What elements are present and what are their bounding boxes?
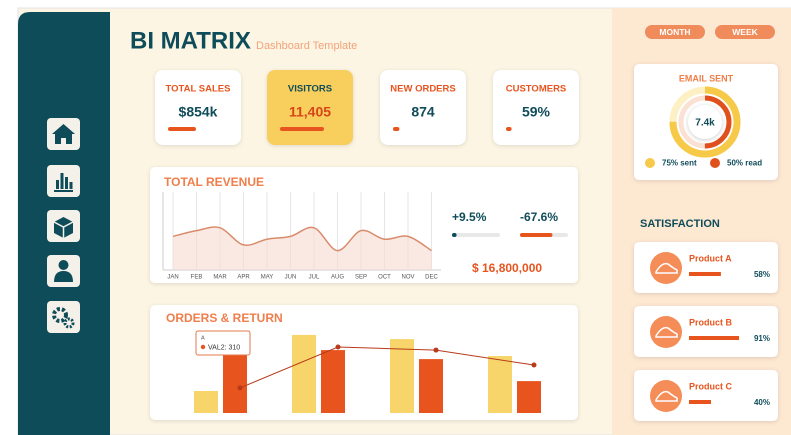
product-value: 91% xyxy=(754,334,770,343)
donut-center-label: 7.4k xyxy=(695,118,715,129)
tooltip xyxy=(195,330,251,356)
dynamic-layer: TOTAL SALES $854k VISITORS 11,405 NEW ORDERS… xyxy=(155,25,778,421)
product-bar xyxy=(689,400,711,404)
panel-title: ORDERS & RETURN xyxy=(166,311,283,325)
x-tick-label: JUL xyxy=(309,275,320,281)
product-name: Product A xyxy=(689,253,732,263)
legend-label: 50% read xyxy=(727,159,762,168)
growth-bar xyxy=(520,233,553,237)
growth-label: +9.5% xyxy=(452,210,487,224)
x-tick-label: AUG xyxy=(331,275,344,281)
user-icon-head xyxy=(58,260,69,270)
toggle-label: MONTH xyxy=(659,27,690,37)
kpi-progress xyxy=(393,127,400,131)
product-icon xyxy=(650,252,682,284)
gear-icon-small xyxy=(63,317,75,329)
legend-dot xyxy=(710,158,720,168)
product-icon xyxy=(650,316,682,348)
kpi-card xyxy=(155,70,241,145)
product-name: Product B xyxy=(689,317,733,327)
x-tick-label: APR xyxy=(237,275,250,281)
x-tick-label: DEC xyxy=(425,275,438,281)
toggle-button[interactable] xyxy=(715,25,775,39)
trend-line xyxy=(239,346,535,389)
bar xyxy=(292,334,316,413)
trend-point xyxy=(335,344,341,350)
bar xyxy=(390,339,414,413)
bar xyxy=(223,344,247,413)
kpi-value: 59% xyxy=(522,104,551,120)
x-tick-label: MAR xyxy=(213,275,227,281)
legend-label: 75% sent xyxy=(662,159,697,168)
trend-point xyxy=(237,385,243,391)
orders-panel xyxy=(150,305,578,420)
sidebar-icons xyxy=(47,118,80,333)
product-name: Product C xyxy=(689,381,733,391)
product-icon xyxy=(650,380,682,412)
title: BI MATRIX xyxy=(130,27,251,54)
bar xyxy=(419,359,443,413)
x-tick-label: OCT xyxy=(378,275,391,281)
legend-dot xyxy=(645,158,655,168)
user-icon-body xyxy=(54,271,73,282)
kpi-value: 11,405 xyxy=(289,104,331,120)
bar xyxy=(194,391,218,413)
product-icon-glyph xyxy=(655,326,678,338)
product-bar xyxy=(689,336,740,340)
ring-arc xyxy=(669,86,741,158)
revenue-line xyxy=(172,226,432,252)
chart-icon xyxy=(54,173,73,192)
growth-label: -67.6% xyxy=(520,210,558,224)
ring-arc xyxy=(678,95,732,149)
tooltip-dot xyxy=(200,344,206,350)
x-tick-label: NOV xyxy=(401,275,414,281)
bar xyxy=(517,381,541,413)
trend-point xyxy=(531,362,537,368)
kpi-label: TOTAL SALES xyxy=(166,84,231,95)
x-tick-label: SEP xyxy=(355,275,367,281)
kpi-progress xyxy=(168,127,196,131)
kpi-progress xyxy=(280,127,324,131)
subtitle: Dashboard Template xyxy=(256,40,357,52)
bar xyxy=(488,356,512,413)
product-icon-glyph xyxy=(655,390,678,402)
kpi-value: 874 xyxy=(411,104,435,120)
revenue-area xyxy=(173,227,432,270)
x-tick-label: MAY xyxy=(261,275,274,281)
x-tick-label: JUN xyxy=(285,275,297,281)
box-icon-lines xyxy=(53,221,74,238)
nav-button[interactable] xyxy=(47,301,80,333)
kpi-progress xyxy=(506,127,512,131)
kpi-card xyxy=(267,70,353,145)
product-icon-glyph xyxy=(655,262,678,274)
x-tick-label: JAN xyxy=(167,275,178,281)
product-bar xyxy=(689,272,721,276)
growth-track xyxy=(452,233,500,237)
kpi-label: CUSTOMERS xyxy=(506,84,567,95)
gear-icon xyxy=(52,307,68,323)
email-title: EMAIL SENT xyxy=(679,73,734,83)
product-value: 40% xyxy=(754,398,770,407)
kpi-label: NEW ORDERS xyxy=(390,84,455,95)
trend-point xyxy=(433,347,439,353)
tooltip-category: A xyxy=(201,335,205,341)
bar xyxy=(321,350,345,413)
growth-bar xyxy=(452,233,457,237)
kpi-label: VISITORS xyxy=(288,84,332,95)
panel-title: TOTAL REVENUE xyxy=(164,175,264,189)
revenue-total: $ 16,800,000 xyxy=(472,261,542,275)
x-tick-label: FEB xyxy=(191,275,203,281)
donut-center xyxy=(688,105,722,139)
tooltip-text: VAL2: 310 xyxy=(208,344,240,351)
toggle-label: WEEK xyxy=(732,27,758,37)
product-value: 58% xyxy=(754,270,770,279)
kpi-card xyxy=(493,70,579,145)
home-icon xyxy=(52,124,75,144)
kpi-card xyxy=(380,70,466,145)
toggle-button[interactable] xyxy=(645,25,705,39)
kpi-value: $854k xyxy=(179,104,218,120)
satisfaction-title: SATISFACTION xyxy=(640,218,720,230)
